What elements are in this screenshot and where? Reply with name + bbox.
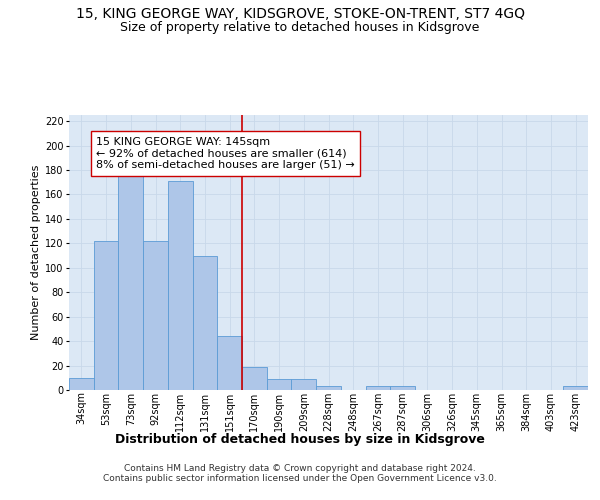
Bar (292, 379, 316, 390)
Bar (143, 241, 168, 390)
Text: Size of property relative to detached houses in Kidsgrove: Size of property relative to detached ho… (121, 21, 479, 34)
Bar (563, 386, 588, 390)
Bar (94, 241, 118, 390)
Bar (193, 256, 217, 390)
Text: Distribution of detached houses by size in Kidsgrove: Distribution of detached houses by size … (115, 432, 485, 446)
Y-axis label: Number of detached properties: Number of detached properties (31, 165, 41, 340)
Bar (365, 386, 390, 390)
Bar (267, 379, 292, 390)
Bar (390, 386, 415, 390)
Bar (168, 181, 193, 390)
Bar (316, 386, 341, 390)
Text: Contains HM Land Registry data © Crown copyright and database right 2024.
Contai: Contains HM Land Registry data © Crown c… (103, 464, 497, 483)
Bar (118, 176, 143, 390)
Bar (242, 367, 267, 390)
Text: 15 KING GEORGE WAY: 145sqm
← 92% of detached houses are smaller (614)
8% of semi: 15 KING GEORGE WAY: 145sqm ← 92% of deta… (96, 137, 355, 170)
Text: 15, KING GEORGE WAY, KIDSGROVE, STOKE-ON-TRENT, ST7 4GQ: 15, KING GEORGE WAY, KIDSGROVE, STOKE-ON… (76, 8, 524, 22)
Bar (69, 378, 94, 390)
Bar (217, 336, 242, 390)
